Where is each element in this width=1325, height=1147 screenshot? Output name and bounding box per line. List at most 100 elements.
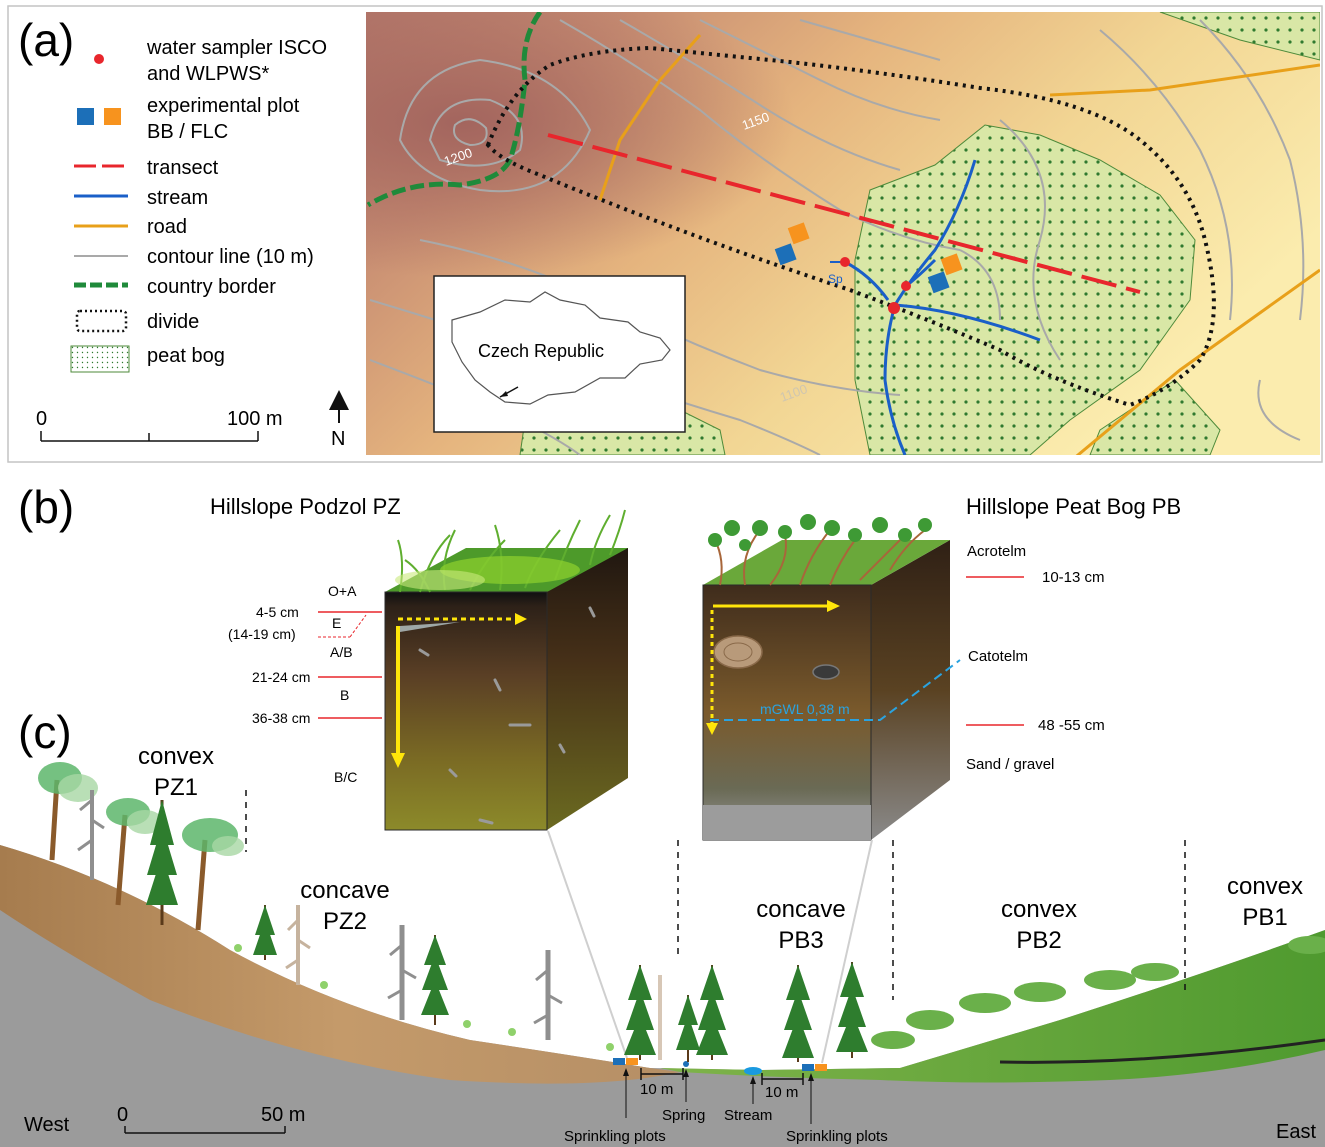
zone-pz1-shape: convex [138,743,214,770]
zone-pb1-name: PB1 [1242,904,1287,931]
pb-title: Hillslope Peat Bog PB [966,494,1181,519]
catchment-divide [485,45,1216,408]
legend-divide-symbol [75,309,128,333]
pz-horizon-b: B [340,687,349,703]
scale-c-end: 50 m [261,1104,305,1126]
pb-layers: Acrotelm 10-13 cm Catotelm 48 -55 cm San… [966,543,1105,773]
sprinkling-plots-label-pb: Sprinkling plots [786,1128,888,1145]
pz-title: Hillslope Podzol PZ [210,494,401,519]
distance-label-2: 10 m [765,1084,798,1101]
plot-bb-east [927,271,950,294]
hillslope-profile [0,845,1325,1147]
north-arrow: N [329,390,349,450]
sampler-spring [840,257,850,267]
stream-crossing [744,1067,762,1075]
pb-acrotelm-label: Acrotelm [967,543,1026,560]
spring-label: Sp [828,272,843,286]
inset-country-label: Czech Republic [478,341,604,361]
pb-catotelm-label: Catotelm [968,648,1028,665]
legend: water sampler ISCO and WLPWS* experiment… [70,37,327,373]
czech-outline [451,291,671,405]
pz-block-guide [547,830,628,1059]
zone-pb3-shape: concave [756,896,845,923]
zone-pb3-name: PB3 [778,927,823,954]
plot-bb-west [774,243,797,266]
pb-sand-label: Sand / gravel [966,756,1054,773]
zone-pb2-name: PB2 [1016,927,1061,954]
stream-east-branch [894,303,1041,342]
pz1-trees [38,762,244,931]
map-area: 1200 1150 1100 Sp Czech Republic [366,12,1320,455]
spring-label-c: Spring [662,1107,705,1124]
sprinkling-plots-label-pz: Sprinkling plots [564,1128,666,1145]
pb-soil-block [702,514,950,841]
transect-line [547,133,1141,294]
legend-stream-label: stream [147,187,208,209]
panel-c-annotations: 10 m 10 m Spring Stream Sprinkling plots… [564,1068,888,1145]
country-border-line [366,12,543,208]
pb-sprinkling-plot-bb [802,1064,814,1071]
plot-flc-west [787,222,810,245]
inset-map [433,275,686,433]
legend-contour-label: contour line (10 m) [147,246,314,268]
valley-trees [624,962,868,1062]
scale-a-zero: 0 [36,408,47,430]
pb-groundwater-level-line [710,659,961,721]
west-label: West [24,1114,70,1136]
peat-shrubs [871,936,1325,1049]
east-label: East [1276,1121,1316,1143]
panel-a-tag: (a) [18,14,74,66]
legend-sampler-symbol [94,54,104,64]
pz-depth-1: 4-5 cm [256,604,299,620]
pb-sprinkling-plot-flc [815,1064,827,1071]
peat-bog-main [854,124,1196,455]
pz2-trees [234,905,614,1051]
pz-soil-block [384,509,628,831]
sampler-mid [901,281,911,291]
legend-peat-label: peat bog [147,345,225,367]
pb-gwl-label: mGWL 0,38 m [760,701,850,717]
pz-sprinkling-plot-flc [626,1058,638,1065]
stream-label-c: Stream [724,1107,772,1124]
road-west [598,34,702,201]
north-label: N [331,428,345,450]
legend-plot-bb-symbol [77,108,94,125]
zone-labels: convex PZ1 concave PZ2 concave PB3 conve… [138,743,1303,954]
legend-peat-symbol [70,345,130,373]
zone-pb2-shape: convex [1001,896,1077,923]
peat-bog-se [1089,379,1221,455]
pz-horizon-ab: A/B [330,644,353,660]
zone-pb1-shape: convex [1227,873,1303,900]
legend-transect-label: transect [147,157,219,179]
pz-horizon-bc: B/C [334,769,357,785]
zone-pz2-name: PZ2 [323,908,367,935]
peat-bog-ne [1159,12,1320,61]
pz-depth-3: 21-24 cm [252,669,310,685]
legend-plot-flc-symbol [104,108,121,125]
legend-plot-line1: experimental plot [147,95,300,117]
pz-horizons: O+A 4-5 cm E (14-19 cm) A/B 21-24 cm B 3… [228,583,382,785]
legend-sampler-line1: water sampler ISCO [146,37,327,59]
road-northeast [1049,63,1320,97]
road-southeast [1075,268,1320,455]
sampler-outlet [888,302,900,314]
north-arrow-icon [329,390,349,410]
panel-c-tag: (c) [18,706,72,758]
pb-depth-1: 10-13 cm [1042,569,1105,586]
zone-dividers [245,790,1186,1000]
scale-c-zero: 0 [117,1104,128,1126]
legend-divide-label: divide [147,311,199,333]
legend-border-label: country border [147,276,276,298]
pb-block-guide [821,839,873,1064]
pz-depth-2: (14-19 cm) [228,626,296,642]
pz-horizon-e: E [332,615,341,631]
pz-stones [418,606,596,825]
pb-depth-2: 48 -55 cm [1038,717,1105,734]
distance-label-1: 10 m [640,1081,673,1098]
legend-plot-line2: BB / FLC [147,121,228,143]
trees [38,762,1325,1062]
pz-sprinkling-plot-bb [613,1058,625,1065]
plot-flc-east [940,253,963,276]
zone-pz1-name: PZ1 [154,774,198,801]
